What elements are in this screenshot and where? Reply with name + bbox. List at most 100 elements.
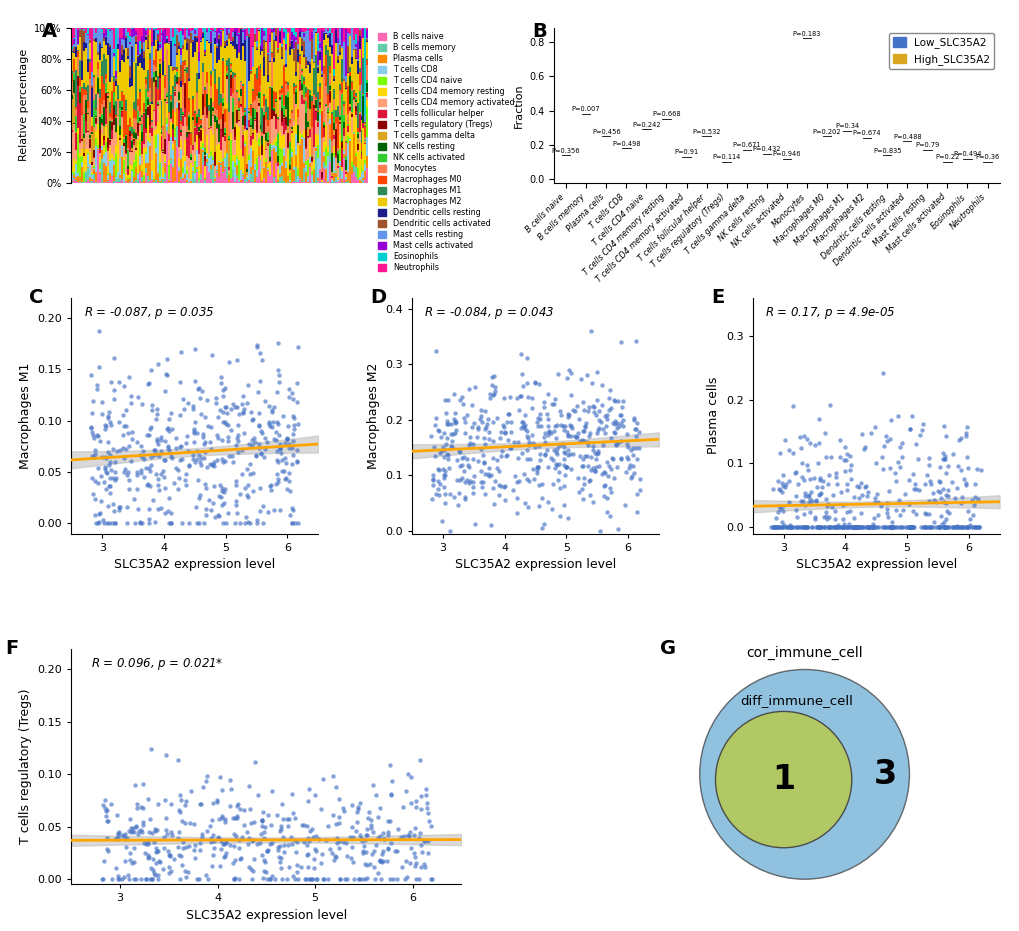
Point (825, 519, 842, 534)
Bar (267, 171, 269, 182)
Point (501, 389, 518, 404)
Bar (223, 41, 225, 47)
Point (947, 519, 963, 534)
Point (131, 516, 148, 531)
Bar (170, 95, 172, 96)
Point (551, 403, 568, 418)
Bar (109, 101, 111, 114)
Point (571, 412, 587, 426)
Point (197, 444, 213, 459)
Bar (190, 28, 192, 31)
Bar (294, 42, 297, 73)
Bar (237, 160, 239, 180)
Point (141, 511, 157, 526)
Point (225, 856, 242, 870)
Bar (210, 31, 212, 42)
Point (600, 458, 616, 473)
Bar (357, 150, 358, 153)
Bar (336, 148, 338, 151)
Bar (235, 175, 237, 178)
Bar (153, 31, 155, 47)
Bar (105, 79, 107, 84)
Bar (194, 173, 196, 179)
Bar (158, 73, 160, 78)
Bar (248, 180, 250, 181)
Bar (250, 148, 252, 168)
Bar (289, 171, 290, 173)
Bar (147, 142, 149, 163)
Point (266, 399, 282, 414)
Bar (143, 42, 145, 51)
Point (443, 439, 460, 453)
Point (95, 854, 111, 869)
Bar (180, 108, 182, 121)
Point (110, 825, 126, 840)
Bar (223, 47, 225, 109)
Bar (141, 68, 143, 115)
Bar (103, 55, 105, 84)
Point (270, 374, 286, 389)
Bar (139, 54, 141, 55)
Bar (107, 44, 109, 56)
Point (344, 855, 361, 870)
Bar (309, 138, 311, 140)
Bar (75, 116, 77, 132)
Point (197, 410, 213, 425)
Point (929, 474, 946, 489)
Text: cor_immune_cell: cor_immune_cell (746, 646, 862, 660)
Point (270, 472, 286, 487)
Bar (285, 84, 287, 95)
Bar (212, 108, 214, 111)
Bar (362, 28, 364, 29)
Bar (305, 165, 307, 172)
Bar (200, 142, 202, 147)
Point (351, 871, 367, 886)
Bar (71, 81, 73, 95)
Point (631, 482, 647, 497)
Bar (323, 32, 324, 33)
Bar (137, 133, 139, 136)
Bar (313, 160, 315, 169)
Bar (75, 150, 77, 161)
Bar (101, 150, 103, 159)
Point (610, 418, 627, 433)
Point (322, 842, 338, 857)
Point (812, 519, 828, 534)
Point (607, 416, 624, 431)
Bar (317, 121, 319, 122)
Point (311, 831, 327, 846)
Point (770, 501, 787, 516)
Bar (82, 61, 84, 80)
Bar (158, 60, 160, 61)
Bar (225, 108, 227, 153)
Bar (269, 162, 271, 174)
Bar (289, 142, 290, 166)
Bar (267, 56, 269, 74)
Bar (210, 87, 212, 98)
Point (551, 508, 568, 523)
Bar (267, 28, 269, 53)
Point (262, 871, 278, 886)
Bar (334, 30, 336, 43)
Bar (338, 120, 340, 122)
Bar (122, 174, 124, 182)
Point (394, 799, 411, 814)
Bar (267, 119, 269, 126)
Point (875, 519, 892, 534)
Bar (178, 43, 180, 47)
Bar (128, 178, 130, 179)
Point (110, 871, 126, 886)
Bar (212, 72, 214, 101)
Point (256, 852, 272, 867)
Point (292, 859, 309, 874)
Bar (160, 161, 162, 162)
Bar (73, 44, 75, 47)
Point (423, 492, 439, 506)
Point (474, 414, 490, 429)
Text: P=0.91: P=0.91 (674, 149, 698, 155)
Bar (139, 89, 141, 92)
Bar (194, 161, 196, 173)
Bar (342, 155, 344, 157)
Point (848, 519, 864, 534)
Bar (357, 144, 358, 150)
